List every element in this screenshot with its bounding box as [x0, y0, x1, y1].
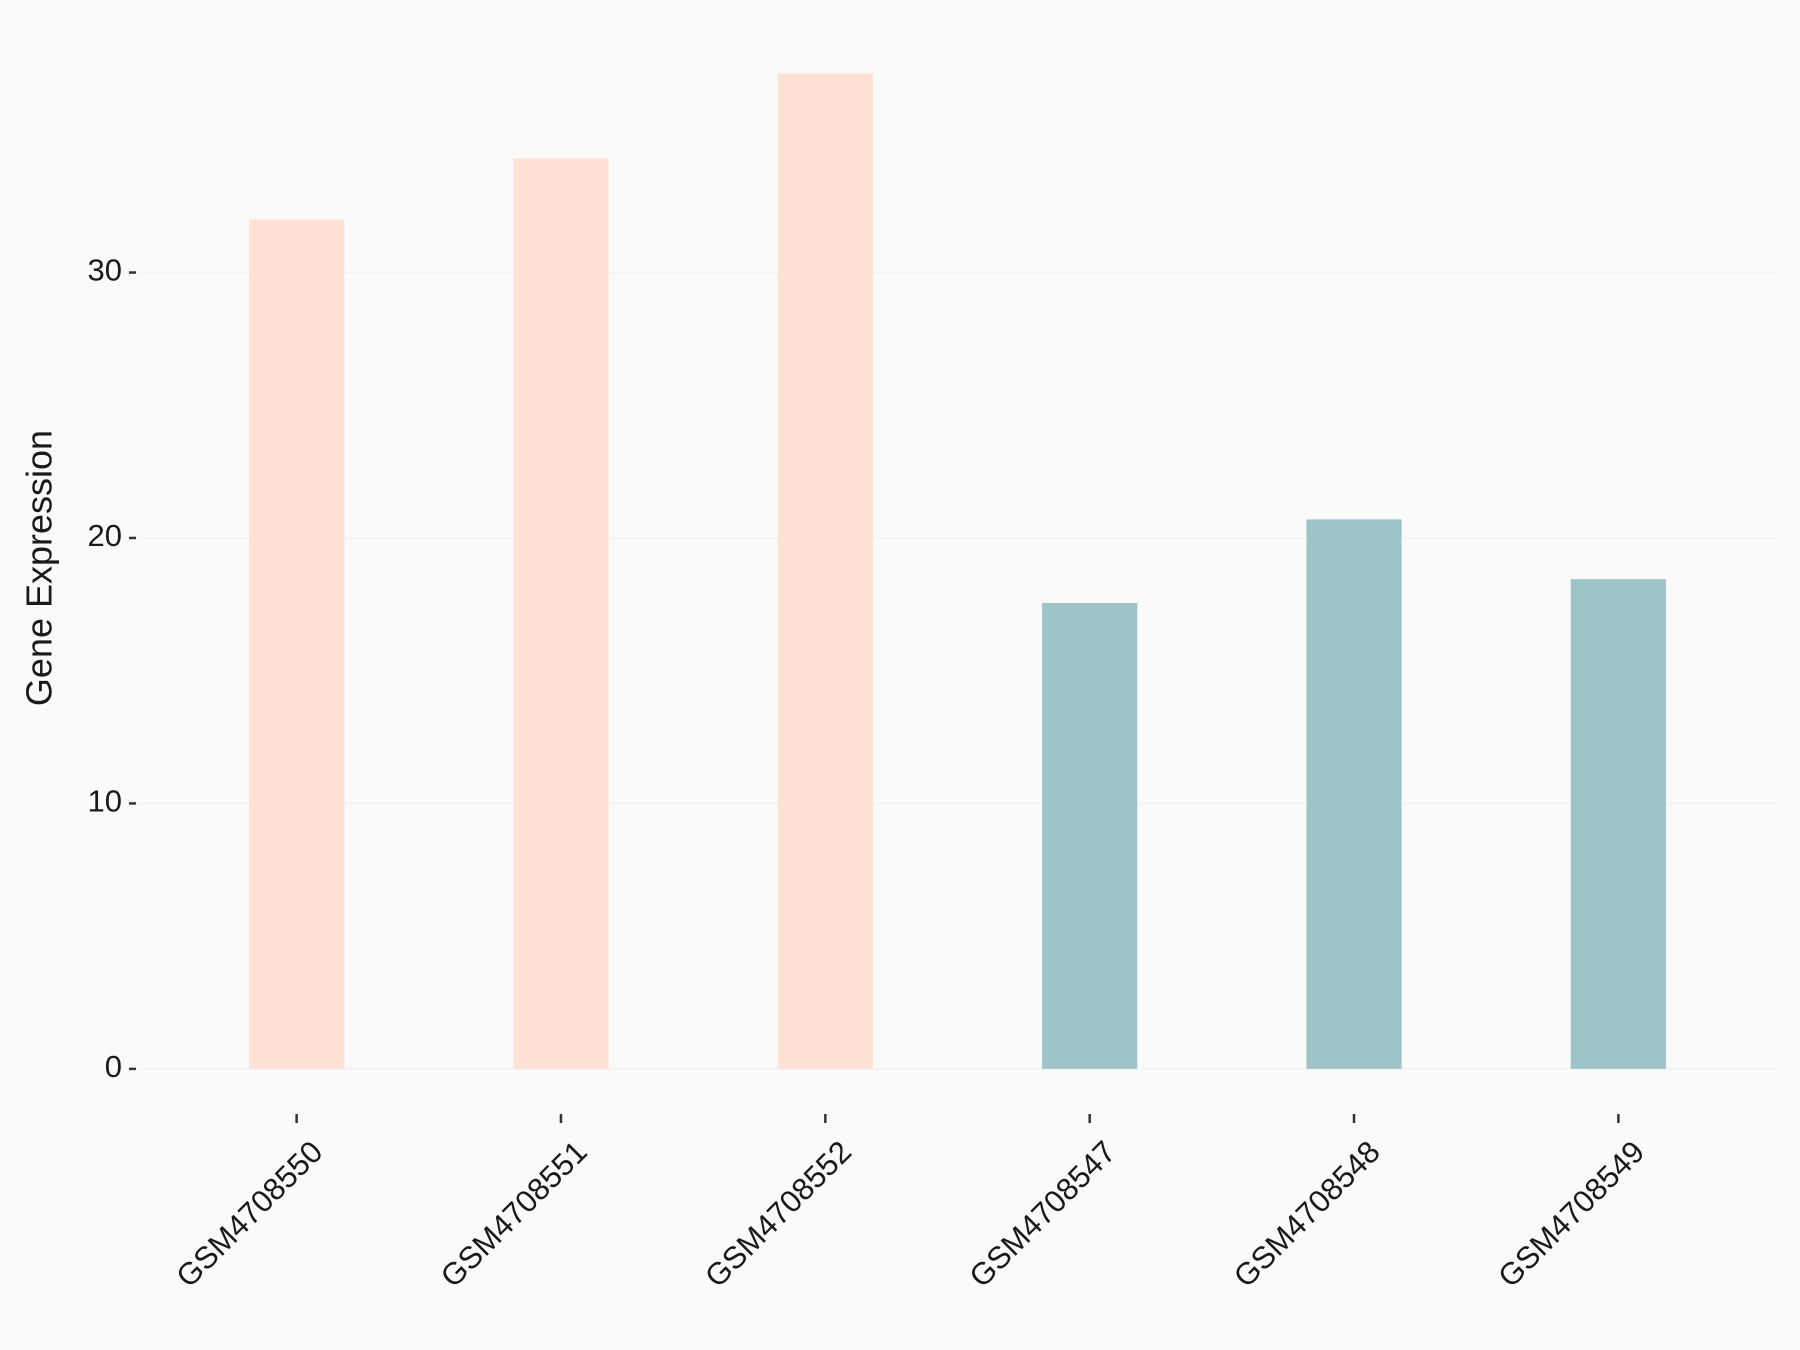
y-tick-label: 20 [88, 518, 122, 553]
bar [513, 158, 609, 1069]
bar [777, 73, 873, 1069]
bar [1042, 603, 1138, 1069]
y-tick-label: 30 [88, 253, 122, 288]
y-tick-label: 10 [88, 784, 122, 819]
y-tick-label: 0 [105, 1049, 122, 1084]
y-axis-title: Gene Expression [19, 430, 60, 706]
bar [249, 219, 345, 1069]
bar [1570, 579, 1666, 1069]
bar [1306, 519, 1402, 1069]
